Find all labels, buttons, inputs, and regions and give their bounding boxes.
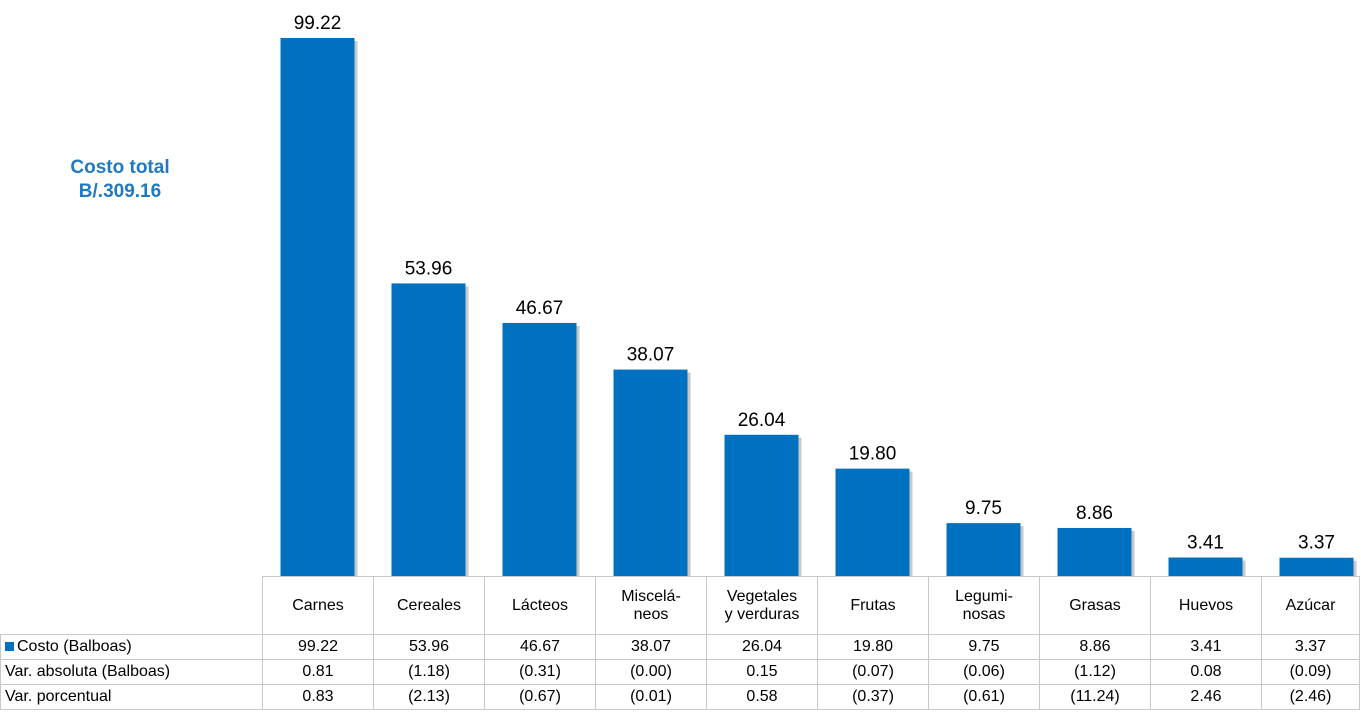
bar-data-label: 19.80 xyxy=(849,444,897,465)
category-header-row: Carnes Cereales Lácteos Miscelá-neos Vegetal… xyxy=(0,576,1360,635)
table-cell: (0.37) xyxy=(817,684,929,710)
total-cost-annotation: Costo total B/.309.16 xyxy=(20,156,220,204)
table-cell: 0.81 xyxy=(262,659,374,685)
data-table: Carnes Cereales Lácteos Miscelá-neos Vegetal… xyxy=(0,576,1360,710)
table-cell: (0.01) xyxy=(595,684,707,710)
bar xyxy=(835,468,910,576)
table-cell: (1.18) xyxy=(373,659,485,685)
bar xyxy=(1279,557,1354,576)
table-cell: (2.46) xyxy=(1261,684,1360,710)
bar-chart: 99.22 53.96 46.67 38.07 26.04 19.80 9.75 8.86 3.… xyxy=(280,13,1357,576)
bar xyxy=(1057,527,1132,576)
category-label: Grasas xyxy=(1039,576,1151,635)
bar xyxy=(391,283,466,576)
table-cell: 53.96 xyxy=(373,634,485,660)
bar-data-label: 26.04 xyxy=(738,410,786,431)
category-label: Lácteos xyxy=(484,576,596,635)
table-cell: 3.37 xyxy=(1261,634,1360,660)
bar-data-label: 53.96 xyxy=(405,258,453,279)
category-label: Vegetales y verduras xyxy=(706,576,818,635)
table-cell: (0.67) xyxy=(484,684,596,710)
table-cell: 2.46 xyxy=(1150,684,1262,710)
bar xyxy=(613,369,688,576)
table-cell: (1.12) xyxy=(1039,659,1151,685)
table-cell: 99.22 xyxy=(262,634,374,660)
bar-data-label: 99.22 xyxy=(294,13,342,34)
row-label: Var. absoluta (Balboas) xyxy=(0,659,263,685)
table-cell: 0.08 xyxy=(1150,659,1262,685)
category-label: Miscelá-neos xyxy=(595,576,707,635)
category-label: Legumi-nosas xyxy=(928,576,1040,635)
table-cell: 46.67 xyxy=(484,634,596,660)
bar-data-label: 3.41 xyxy=(1187,533,1224,554)
table-cell: (0.09) xyxy=(1261,659,1360,685)
total-cost-label: Costo total xyxy=(70,157,170,178)
bar-data-label: 9.75 xyxy=(965,498,1002,519)
bar xyxy=(502,322,577,576)
table-cell: 8.86 xyxy=(1039,634,1151,660)
table-cell: 38.07 xyxy=(595,634,707,660)
bar xyxy=(1168,557,1243,576)
category-label: Frutas xyxy=(817,576,929,635)
table-row: Var. absoluta (Balboas) 0.81 (1.18) (0.31)(… xyxy=(0,659,1360,685)
bar-data-label: 38.07 xyxy=(627,345,675,366)
table-cell: (0.07) xyxy=(817,659,929,685)
table-cell: (11.24) xyxy=(1039,684,1151,710)
table-cell: (0.31) xyxy=(484,659,596,685)
bar xyxy=(946,523,1021,576)
table-row: Costo (Balboas) 99.22 53.96 46.67 38.07 26.04… xyxy=(0,634,1360,660)
total-cost-value: B/.309.16 xyxy=(78,181,162,202)
bar-data-label: 46.67 xyxy=(516,298,564,319)
table-row: Var. porcentual 0.83 (2.13) (0.67) (0.01) 0.5… xyxy=(0,684,1360,710)
category-label: Azúcar xyxy=(1261,576,1360,635)
table-cell: 3.41 xyxy=(1150,634,1262,660)
bar xyxy=(280,38,355,576)
table-cell: 0.15 xyxy=(706,659,818,685)
table-cell: (2.13) xyxy=(373,684,485,710)
table-cell: 9.75 xyxy=(928,634,1040,660)
table-corner xyxy=(0,576,263,635)
table-cell: (0.00) xyxy=(595,659,707,685)
category-label: Huevos xyxy=(1150,576,1262,635)
table-cell: 19.80 xyxy=(817,634,929,660)
category-label: Carnes xyxy=(262,576,374,635)
table-cell: 26.04 xyxy=(706,634,818,660)
bar xyxy=(724,434,799,576)
table-cell: 0.83 xyxy=(262,684,374,710)
table-cell: 0.58 xyxy=(706,684,818,710)
bar-data-label: 3.37 xyxy=(1298,533,1335,554)
table-cell: (0.61) xyxy=(928,684,1040,710)
bar-data-label: 8.86 xyxy=(1076,503,1113,524)
category-label: Cereales xyxy=(373,576,485,635)
row-label: Costo (Balboas) xyxy=(0,634,263,660)
row-label: Var. porcentual xyxy=(0,684,263,710)
legend-swatch xyxy=(5,642,14,651)
table-cell: (0.06) xyxy=(928,659,1040,685)
